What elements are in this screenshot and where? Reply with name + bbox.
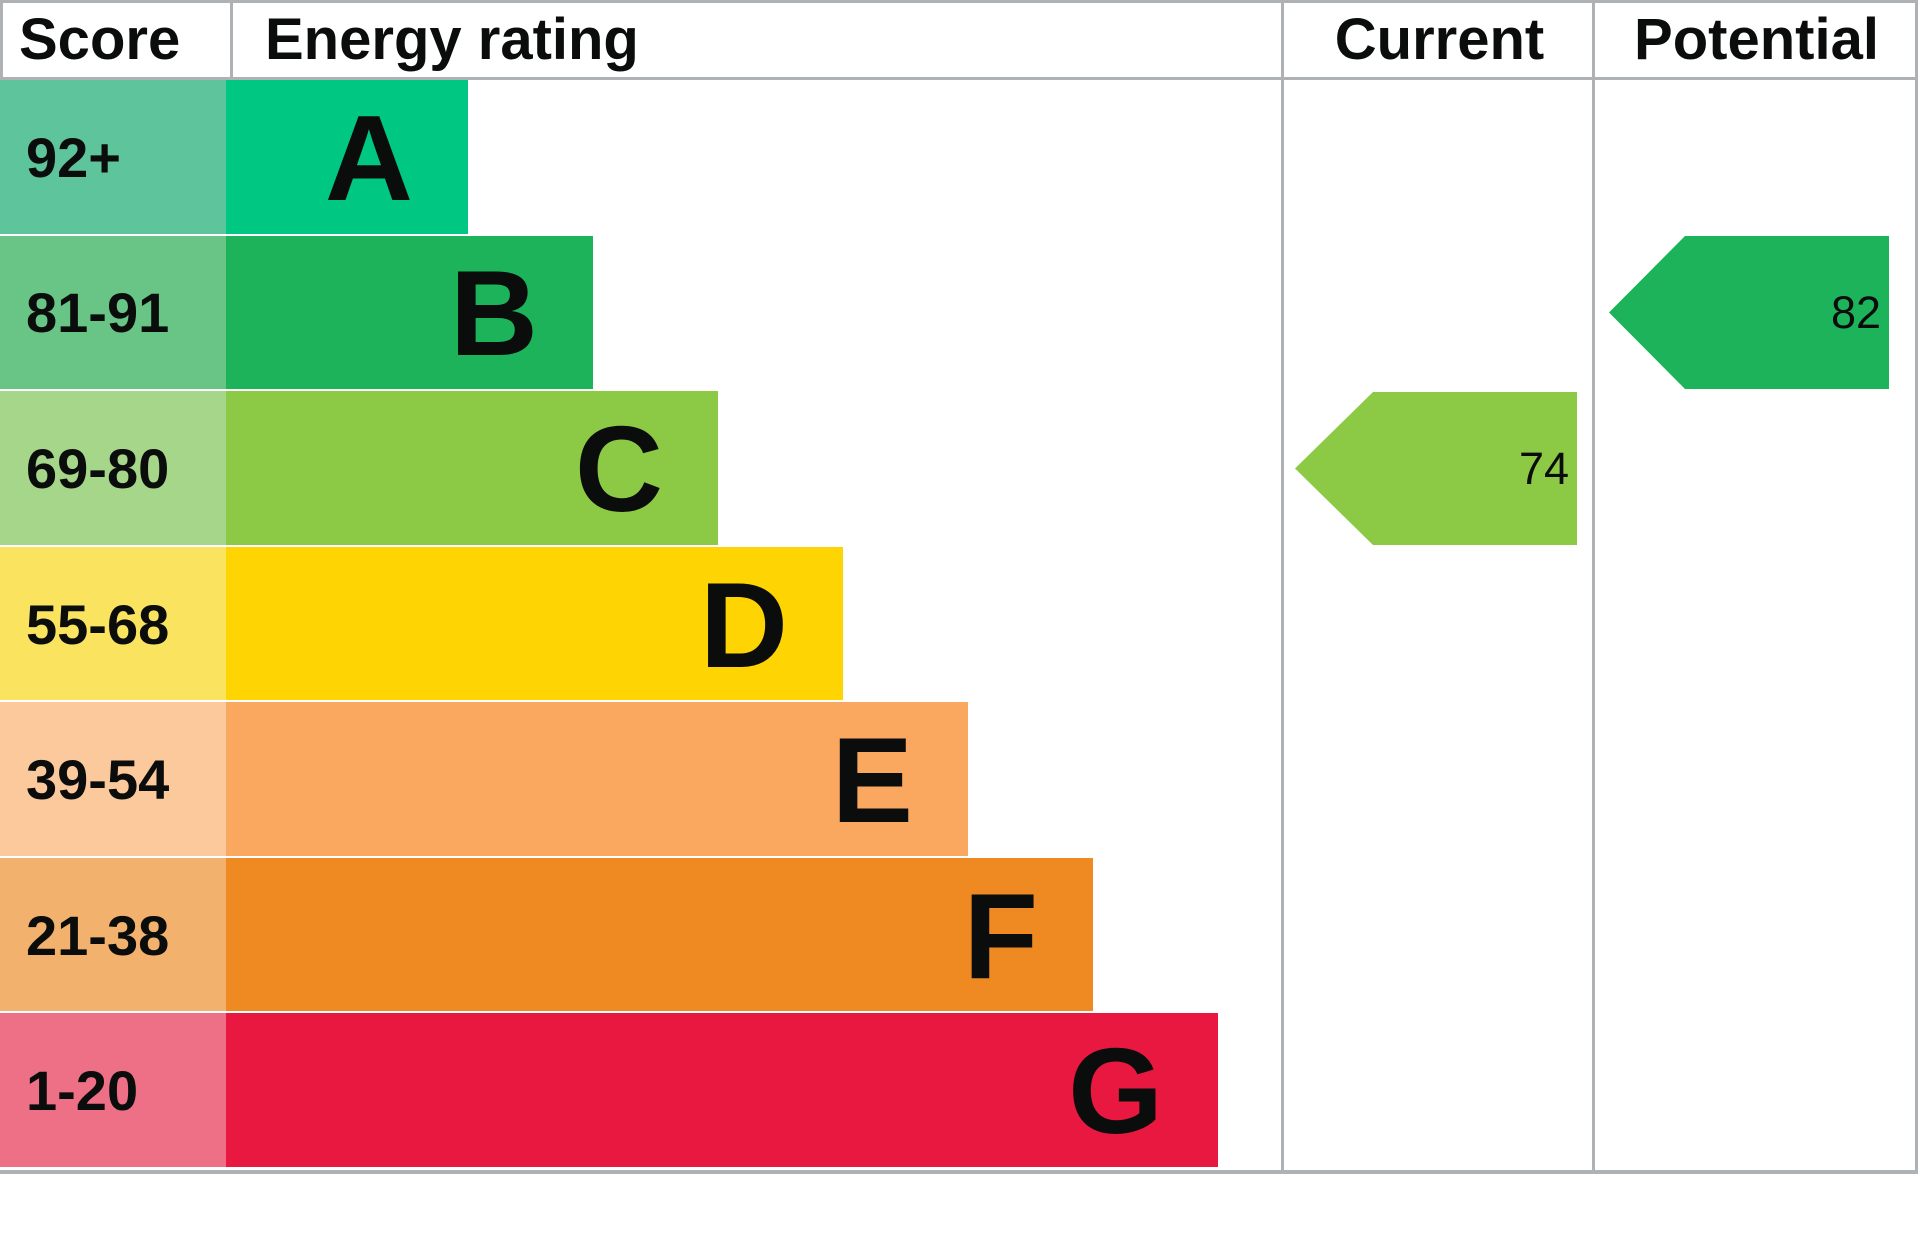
table-bottom-border bbox=[0, 1170, 1918, 1174]
table-right-border bbox=[1915, 0, 1918, 1174]
band-row-d: 55-68 D bbox=[0, 546, 1281, 703]
band-bar-a: A bbox=[226, 80, 468, 236]
score-column-header: Score bbox=[3, 3, 230, 77]
potential-column-header: Potential bbox=[1595, 3, 1918, 77]
score-range-f: 21-38 bbox=[0, 857, 226, 1014]
score-range-a: 92+ bbox=[0, 80, 226, 236]
band-row-c: 69-80 C bbox=[0, 391, 1281, 547]
potential-rating-value: 82 bbox=[1830, 287, 1881, 338]
band-row-a: 92+ A bbox=[0, 80, 1281, 236]
band-bar-e: E bbox=[226, 702, 968, 858]
current-header-label: Current bbox=[1334, 7, 1545, 72]
current-potential-divider bbox=[1592, 0, 1595, 1174]
energy-rating-header-label: Energy rating bbox=[265, 7, 639, 72]
band-bar-c: C bbox=[226, 391, 718, 547]
score-range-g: 1-20 bbox=[0, 1013, 226, 1170]
score-range-b: 81-91 bbox=[0, 235, 226, 392]
score-range-d: 55-68 bbox=[0, 546, 226, 703]
potential-rating-arrow-icon: 82 bbox=[1609, 236, 1889, 389]
band-row-g: 1-20 G bbox=[0, 1013, 1281, 1170]
energy-current-divider bbox=[1281, 0, 1284, 1174]
rating-band-rows: 92+ A 81-91 B 69-80 C 55-68 D 39-54 E 21… bbox=[0, 80, 1281, 1170]
score-energy-divider bbox=[230, 3, 233, 77]
potential-header-label: Potential bbox=[1634, 7, 1879, 72]
band-row-f: 21-38 F bbox=[0, 857, 1281, 1014]
score-range-c: 69-80 bbox=[0, 391, 226, 547]
score-range-e: 39-54 bbox=[0, 702, 226, 858]
energy-rating-column-header: Energy rating bbox=[265, 3, 639, 77]
band-bar-b: B bbox=[226, 235, 593, 392]
current-column-header: Current bbox=[1284, 3, 1595, 77]
band-row-b: 81-91 B bbox=[0, 235, 1281, 392]
band-bar-g: G bbox=[226, 1013, 1218, 1170]
band-row-e: 39-54 E bbox=[0, 702, 1281, 858]
current-rating-value: 74 bbox=[1518, 443, 1569, 494]
current-rating-arrow-icon: 74 bbox=[1295, 392, 1577, 545]
band-bar-d: D bbox=[226, 546, 843, 703]
score-header-label: Score bbox=[19, 7, 181, 72]
table-header: Score Energy rating Current Potential bbox=[0, 0, 1918, 80]
band-bar-f: F bbox=[226, 857, 1093, 1014]
